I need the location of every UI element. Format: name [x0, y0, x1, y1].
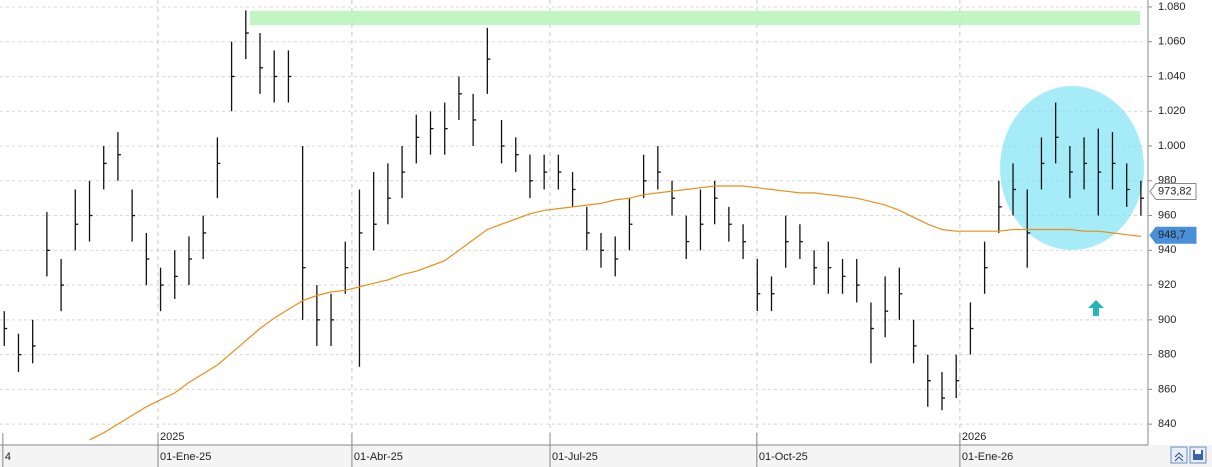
y-tick-label: 840: [1158, 418, 1176, 430]
y-tick-label: 1.020: [1158, 105, 1186, 117]
y-tick-label: 1.000: [1158, 140, 1186, 152]
x-tick-label: 01-Ene-25: [160, 451, 211, 463]
price-marker: [1149, 183, 1197, 201]
marks: [3, 10, 1144, 441]
y-tick-label: 940: [1158, 244, 1176, 256]
x-tick-label: 01-Abr-25: [354, 451, 403, 463]
price-marker-label: 948,7: [1158, 229, 1186, 241]
year-label: 2025: [160, 431, 184, 443]
price-marker-label: 973,82: [1158, 185, 1192, 197]
y-tick-label: 960: [1158, 209, 1176, 221]
save-button-icon[interactable]: [1193, 450, 1203, 460]
x-tick-label: 01-Ene-26: [962, 451, 1013, 463]
price-marker: [1149, 226, 1197, 244]
y-tick-label: 1.060: [1158, 36, 1186, 48]
grid: [0, 0, 1148, 445]
y-tick-label: 1.040: [1158, 70, 1186, 82]
moving-average: [89, 185, 1141, 441]
y-tick-label: 880: [1158, 349, 1176, 361]
x-axis-strip: [0, 445, 1212, 467]
highlight-ellipse: [1000, 86, 1144, 250]
save-button[interactable]: [1189, 446, 1207, 464]
save-button-label[interactable]: [1195, 450, 1201, 454]
year-label: 2026: [962, 431, 986, 443]
y-tick-label: 900: [1158, 314, 1176, 326]
y-tick-label: 1.080: [1158, 1, 1186, 13]
zoom-button[interactable]: [1170, 446, 1188, 464]
x-tick-label: 01-Jul-25: [552, 451, 598, 463]
x-tick-label: 4: [5, 451, 11, 463]
x-tick-label: 01-Oct-25: [759, 451, 808, 463]
y-tick-label: 920: [1158, 279, 1176, 291]
y-tick-label: 860: [1158, 383, 1176, 395]
arrow-icon: [1088, 300, 1104, 316]
resistance-zone: [250, 11, 1140, 25]
zoom-button-box[interactable]: [1170, 446, 1188, 464]
zoom-button-icon[interactable]: [1174, 452, 1184, 462]
